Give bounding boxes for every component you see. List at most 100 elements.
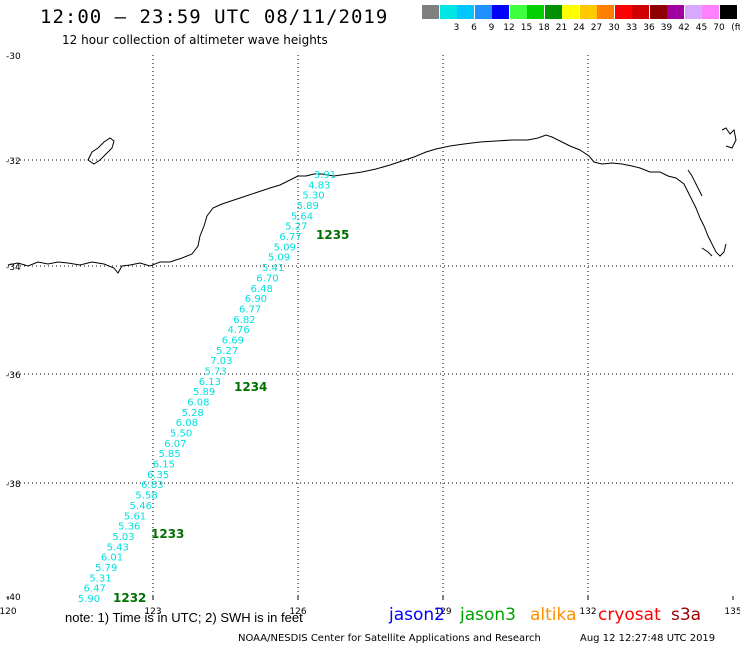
swh-value-label: 3.91 xyxy=(314,170,336,181)
coastline-mainland xyxy=(7,134,727,274)
swh-value-label: 6.15 xyxy=(153,460,175,471)
legend-swatch xyxy=(667,5,684,19)
swh-value-label: 5.43 xyxy=(107,542,129,553)
satellite-name-s3a: s3a xyxy=(671,605,702,625)
latitude-tick-label: -32 xyxy=(6,157,21,167)
legend-tick-label: 42 xyxy=(678,23,690,33)
swh-value-label: 5.58 xyxy=(135,491,157,502)
swh-value-label: 6.90 xyxy=(245,294,267,305)
legend-tick-label: 21 xyxy=(555,23,568,33)
coastline-fragment xyxy=(721,127,737,149)
swh-value-label: 5.85 xyxy=(158,449,180,460)
legend-tick-label: 15 xyxy=(520,23,533,33)
swh-value-label: 6.70 xyxy=(256,273,278,284)
legend-swatch xyxy=(422,5,439,19)
longitude-tick-label: 123 xyxy=(144,607,161,617)
swh-value-label: 5.64 xyxy=(291,211,313,222)
graticule xyxy=(7,55,734,600)
swh-value-label: 6.08 xyxy=(187,398,209,409)
track-time-labels: 1232 1233 1234 1235 xyxy=(113,228,349,605)
swh-value-label: 6.82 xyxy=(233,315,255,326)
legend-tick-label: 39 xyxy=(660,23,673,33)
legend-swatch xyxy=(562,5,579,19)
legend-swatch xyxy=(597,5,614,19)
swh-value-label: 5.36 xyxy=(118,522,140,533)
legend-swatch xyxy=(509,5,527,19)
legend-swatch xyxy=(702,5,719,19)
satellite-name-altika: altika xyxy=(530,605,577,625)
legend-swatch xyxy=(649,5,667,19)
coastline xyxy=(7,127,737,274)
track-time-label: 1234 xyxy=(234,380,267,394)
legend-tick-label: 36 xyxy=(643,23,655,33)
swh-value-label: 6.07 xyxy=(164,439,186,450)
legend-tick-label: 18 xyxy=(538,23,550,33)
legend-swatch xyxy=(439,5,457,19)
swh-value-label: 5.79 xyxy=(95,563,117,574)
swh-value-label: 4.83 xyxy=(308,180,330,191)
swh-value-label: 5.09 xyxy=(274,242,296,253)
satellite-name-cryosat: cryosat xyxy=(598,605,661,625)
longitude-tick-label: 135 xyxy=(724,607,740,617)
swh-value-label: 5.90 xyxy=(78,594,100,605)
swh-value-label: 4.76 xyxy=(228,325,250,336)
legend-swatch xyxy=(457,5,474,19)
swh-value-label: 5.73 xyxy=(205,366,227,377)
coastline-island xyxy=(87,137,115,165)
generation-timestamp: Aug 12 12:27:48 UTC 2019 xyxy=(580,633,716,644)
legend-tick-label: 9 xyxy=(488,23,495,33)
coastline-fragment xyxy=(701,247,713,257)
swh-value-label: 5.31 xyxy=(89,573,111,584)
latitude-tick-label: -40 xyxy=(6,593,21,603)
swh-value-label: 6.83 xyxy=(141,480,163,491)
swh-value-label: 5.30 xyxy=(302,191,324,202)
satellite-name-jason2: jason2 xyxy=(389,605,445,625)
swh-value-label: 6.69 xyxy=(222,335,244,346)
swh-value-label: 6.77 xyxy=(239,304,261,315)
longitude-tick-label: 132 xyxy=(579,607,596,617)
legend-tick-label: 6 xyxy=(471,23,477,33)
swh-value-label: 6.13 xyxy=(199,377,221,388)
swh-value-label: 6.08 xyxy=(176,418,198,429)
map-title: 12:00 – 23:59 UTC 08/11/2019 xyxy=(40,6,389,28)
swh-value-label: 5.27 xyxy=(285,222,307,233)
legend-swatch xyxy=(492,5,509,19)
legend-swatch xyxy=(632,5,649,19)
swh-value-label: 6.35 xyxy=(147,470,169,481)
swh-value-label: 5.89 xyxy=(193,387,215,398)
legend-tick-label: 24 xyxy=(573,23,585,33)
swh-value-label: 5.27 xyxy=(216,346,238,357)
swh-value-label: 6.77 xyxy=(279,232,301,243)
swh-value-label: 5.50 xyxy=(170,429,192,440)
swh-value-label: 6.01 xyxy=(101,553,123,564)
legend-tick-label: 33 xyxy=(625,23,638,33)
coastline-fragment xyxy=(687,169,703,197)
longitude-tick-label: 126 xyxy=(289,607,306,617)
swh-value-label: 5.28 xyxy=(181,408,203,419)
legend-swatch xyxy=(474,5,492,19)
axis-labels: 120 123 126 129 132 135 -30 -32 -34 -36 -38 -40 xyxy=(0,52,740,617)
track-time-label: 1235 xyxy=(316,228,349,242)
track-time-label: 1232 xyxy=(113,591,146,605)
swh-value-label: 7.03 xyxy=(210,356,232,367)
legend-swatch xyxy=(544,5,562,19)
legend-swatch xyxy=(614,5,632,19)
swh-value-label: 5.41 xyxy=(262,263,284,274)
legend-tick-label: 27 xyxy=(590,23,603,33)
legend-tick-label: 3 xyxy=(453,23,460,33)
legend-unit: (ft) xyxy=(731,23,740,33)
track-time-label: 1233 xyxy=(151,527,184,541)
satellite-name-jason3: jason3 xyxy=(460,605,516,625)
swh-value-label: 6.47 xyxy=(84,584,106,595)
map-subtitle: 12 hour collection of altimeter wave hei… xyxy=(62,33,328,47)
swh-value-label: 5.46 xyxy=(130,501,152,512)
swh-value-label: 5.03 xyxy=(112,532,134,543)
legend-tick-label: 70 xyxy=(713,23,725,33)
swh-value-label: 6.48 xyxy=(251,284,273,295)
swh-value-label: 5.09 xyxy=(268,253,290,264)
longitude-tick-label: 120 xyxy=(0,607,17,617)
latitude-tick-label: -34 xyxy=(6,263,21,273)
swh-value-label: 5.61 xyxy=(124,511,146,522)
units-note: note: 1) Time is in UTC; 2) SWH is in fe… xyxy=(65,610,303,625)
